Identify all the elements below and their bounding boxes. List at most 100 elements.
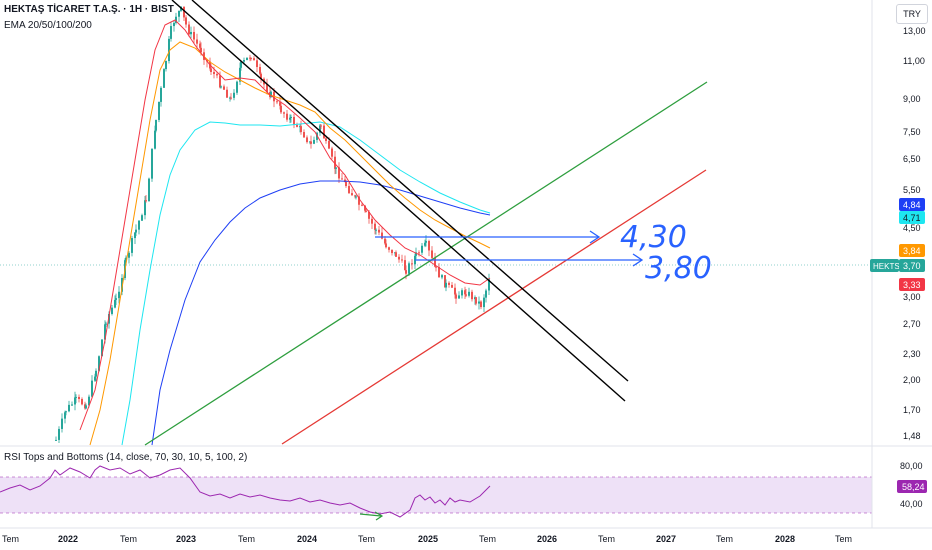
candle-body (175, 16, 177, 23)
candle-body (303, 132, 305, 138)
channel-support-red (281, 169, 707, 445)
price-axis-label: 3,00 (903, 292, 921, 302)
candle-body (488, 278, 490, 291)
price-badges: 4,84 4,71 3,84 HEKTS 3,70 3,33 (870, 198, 925, 291)
candle-body (454, 287, 456, 295)
candle-body (185, 17, 187, 25)
candle-body (75, 396, 77, 398)
price-axis-label: 13,00 (903, 26, 926, 36)
candle-body (266, 84, 268, 93)
candle-body (98, 356, 100, 371)
currency-button[interactable]: TRY (896, 4, 928, 24)
candle-body (111, 307, 113, 314)
price-axis[interactable]: 13,00 11,00 9,00 7,50 6,50 5,50 4,50 3,0… (903, 26, 926, 441)
price-axis-label: 4,50 (903, 223, 921, 233)
candle-body (155, 119, 157, 131)
candle-body (170, 26, 172, 39)
candle-body (236, 81, 238, 93)
downtrend-line-upper (191, 0, 629, 382)
ema-200-badge (899, 198, 925, 211)
candle-body (391, 249, 393, 254)
candle-body (475, 297, 477, 304)
candle-body (418, 252, 420, 254)
candle-body (398, 256, 400, 260)
last-price-badge (899, 259, 925, 272)
candle-body (361, 204, 363, 206)
candle-body (104, 324, 106, 340)
candle-body (478, 301, 480, 304)
annotation-430: 4,30 (620, 220, 687, 255)
candle-body (355, 196, 357, 198)
ema-50-badge (899, 244, 925, 257)
candle-body (158, 101, 160, 120)
time-axis-label: 2023 (176, 534, 196, 544)
time-axis-label: Tem (358, 534, 375, 544)
candle-body (480, 301, 482, 308)
candle-body (253, 58, 255, 61)
candle-body (114, 299, 116, 308)
candle-body (141, 215, 143, 221)
candle-body (290, 116, 292, 118)
candle-body (421, 245, 423, 253)
candle-body (74, 397, 76, 405)
ema-100-badge-text: 4,71 (903, 213, 921, 223)
candle-body (151, 148, 153, 179)
candle-body (425, 241, 427, 243)
candle-body (381, 232, 383, 239)
candle-body (306, 137, 308, 143)
candle-body (145, 200, 147, 202)
rsi-band (0, 477, 872, 513)
time-axis-label: Tem (238, 534, 255, 544)
price-axis-label: 1,70 (903, 405, 921, 415)
candle-body (465, 294, 467, 296)
candle-body (401, 259, 403, 261)
candle-body (190, 31, 192, 35)
candle-body (68, 404, 70, 412)
candle-body (135, 229, 137, 233)
candle-body (168, 38, 170, 61)
time-axis-label: Tem (598, 534, 615, 544)
rsi-value-badge (897, 480, 927, 493)
candle-body (173, 22, 175, 27)
candle-body (455, 294, 457, 299)
candle-body (375, 229, 377, 231)
candle-body (196, 39, 198, 44)
candle-body (286, 113, 288, 120)
ema-100-badge (899, 211, 925, 224)
candle-body (144, 200, 146, 216)
candle-body (385, 243, 387, 248)
candle-body (471, 291, 473, 300)
rsi-axis-label: 80,00 (900, 461, 923, 471)
candle-body (65, 411, 67, 413)
candle-body (300, 126, 302, 133)
ema-20-line (79, 19, 491, 431)
rsi-value-badge-text: 58,24 (902, 482, 925, 492)
rsi-axis-label: 40,00 (900, 499, 923, 509)
candle-body (468, 291, 470, 296)
candle-body (445, 282, 447, 288)
candle-body (64, 412, 66, 419)
candle-body (485, 290, 487, 298)
time-axis[interactable]: Tem 2022 Tem 2023 Tem 2024 Tem 2025 Tem … (2, 534, 852, 544)
price-axis-label: 9,00 (903, 94, 921, 104)
candle-body (279, 102, 281, 106)
candle-body (451, 284, 453, 288)
candle-body (384, 238, 386, 244)
rsi-indicator-title[interactable]: RSI Tops and Bottoms (14, close, 70, 30,… (4, 452, 248, 463)
ema-20-badge-text: 3,33 (903, 280, 921, 290)
candle-body (374, 223, 376, 230)
candle-body (270, 91, 272, 98)
candle-body (94, 376, 96, 381)
candle-body (230, 97, 232, 99)
candle-body (483, 297, 485, 308)
candle-body (250, 57, 252, 59)
candle-body (404, 260, 406, 271)
candle-body (411, 263, 413, 265)
indicator-legend[interactable]: EMA 20/50/100/200 (4, 20, 92, 31)
candle-body (105, 323, 107, 325)
candle-body (148, 178, 150, 202)
symbol-title[interactable]: HEKTAŞ TİCARET T.A.Ş. · 1H · BIST (4, 4, 174, 15)
target-arrow-430 (375, 230, 601, 244)
candle-body (138, 220, 140, 230)
